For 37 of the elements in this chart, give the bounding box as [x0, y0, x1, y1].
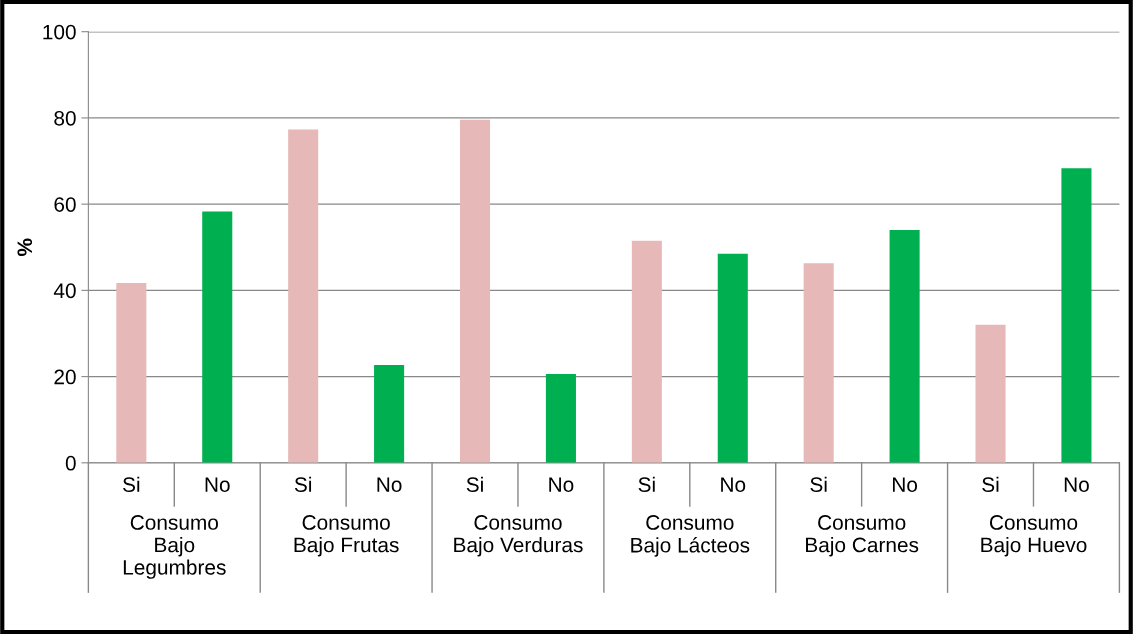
bar — [717, 253, 748, 463]
bar — [202, 211, 233, 463]
y-axis-title: % — [17, 238, 33, 257]
bar — [803, 263, 834, 463]
text: Consumo Bajo Verduras — [454, 515, 583, 557]
x-tick-label: No — [893, 477, 918, 493]
y-tick-label: 80 — [54, 110, 76, 126]
text: Consumo Bajo Legumbres — [123, 515, 226, 579]
text: Consumo Bajo Carnes — [806, 515, 919, 557]
bar — [545, 374, 576, 463]
x-tick-label: Si — [982, 476, 999, 493]
x-tick-label: Si — [638, 476, 655, 493]
bar — [459, 119, 491, 463]
bar — [288, 129, 319, 463]
text: Consumo Bajo Lácteos — [631, 515, 750, 557]
y-tick-label: 60 — [54, 197, 76, 212]
x-tick-label: Si — [810, 476, 827, 493]
y-tick-label: 0 — [65, 455, 76, 471]
bar — [889, 230, 920, 463]
x-tick-label: No — [549, 477, 574, 493]
y-tick-label: 100 — [43, 24, 76, 40]
x-tick-label: No — [1064, 477, 1089, 493]
bar — [116, 283, 147, 463]
bar — [975, 324, 1006, 463]
bar — [1061, 168, 1092, 463]
x-tick-label: Si — [466, 476, 483, 493]
x-tick-label: No — [721, 477, 746, 493]
text: Consumo Bajo Frutas — [294, 515, 399, 557]
y-tick-label: 20 — [54, 369, 76, 385]
x-tick-label: No — [205, 477, 230, 493]
text: Consumo Bajo Huevo — [981, 515, 1087, 557]
bar — [374, 364, 405, 463]
bar — [631, 240, 662, 463]
x-tick-label: Si — [123, 476, 140, 493]
x-tick-label: Si — [294, 476, 312, 493]
y-tick-label: 40 — [53, 283, 76, 299]
x-tick-label: No — [377, 477, 402, 493]
